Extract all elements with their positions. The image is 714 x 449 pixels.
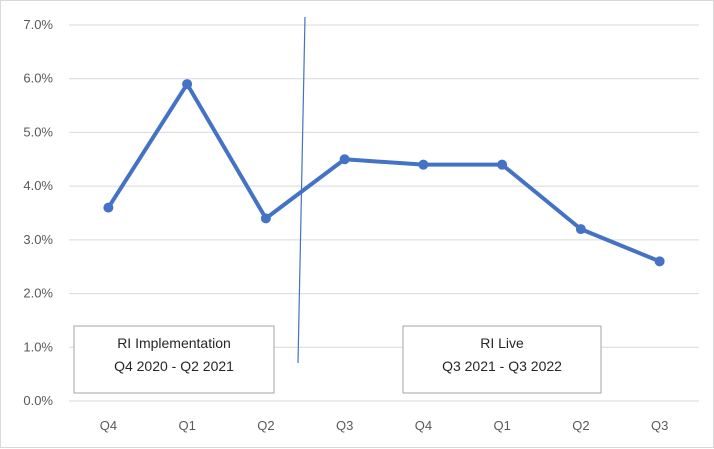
data-point: [260, 213, 271, 224]
data-point: [575, 224, 586, 235]
data-point: [418, 159, 429, 170]
series-layer: [103, 79, 665, 267]
y-tick-label: 6.0%: [23, 71, 53, 86]
x-tick-label: Q3: [651, 418, 668, 433]
y-tick-label: 0.0%: [23, 393, 53, 408]
data-point: [339, 154, 350, 165]
y-tick-label: 2.0%: [23, 286, 53, 301]
data-point: [182, 79, 193, 90]
y-tick-label: 4.0%: [23, 178, 53, 193]
y-axis-tick-labels: 0.0% 1.0% 2.0% 3.0% 4.0% 5.0% 6.0% 7.0%: [23, 17, 53, 408]
data-point: [497, 159, 508, 170]
annotation-box-live: [402, 325, 602, 394]
y-tick-label: 5.0%: [23, 124, 53, 139]
x-tick-label: Q2: [572, 418, 589, 433]
annotation-implementation-line1: RI Implementation: [117, 335, 231, 351]
x-tick-label: Q1: [178, 418, 195, 433]
x-tick-label: Q1: [493, 418, 510, 433]
x-axis-tick-labels: Q4 Q1 Q2 Q3 Q4 Q1 Q2 Q3: [100, 418, 669, 433]
annotation-boxes: RI Implementation Q4 2020 - Q2 2021 RI L…: [73, 325, 602, 394]
annotation-live-line1: RI Live: [480, 335, 524, 351]
x-tick-label: Q3: [336, 418, 353, 433]
y-tick-label: 1.0%: [23, 339, 53, 354]
y-tick-label: 7.0%: [23, 17, 53, 32]
data-point: [654, 256, 665, 267]
x-tick-label: Q4: [415, 418, 432, 433]
data-point: [103, 202, 114, 213]
annotation-implementation-line2: Q4 2020 - Q2 2021: [114, 358, 234, 374]
x-tick-label: Q2: [257, 418, 274, 433]
annotation-box-implementation: [73, 325, 275, 394]
series-line: [106, 82, 662, 264]
y-tick-label: 3.0%: [23, 232, 53, 247]
annotation-live-line2: Q3 2021 - Q3 2022: [442, 358, 562, 374]
x-tick-label: Q4: [100, 418, 117, 433]
